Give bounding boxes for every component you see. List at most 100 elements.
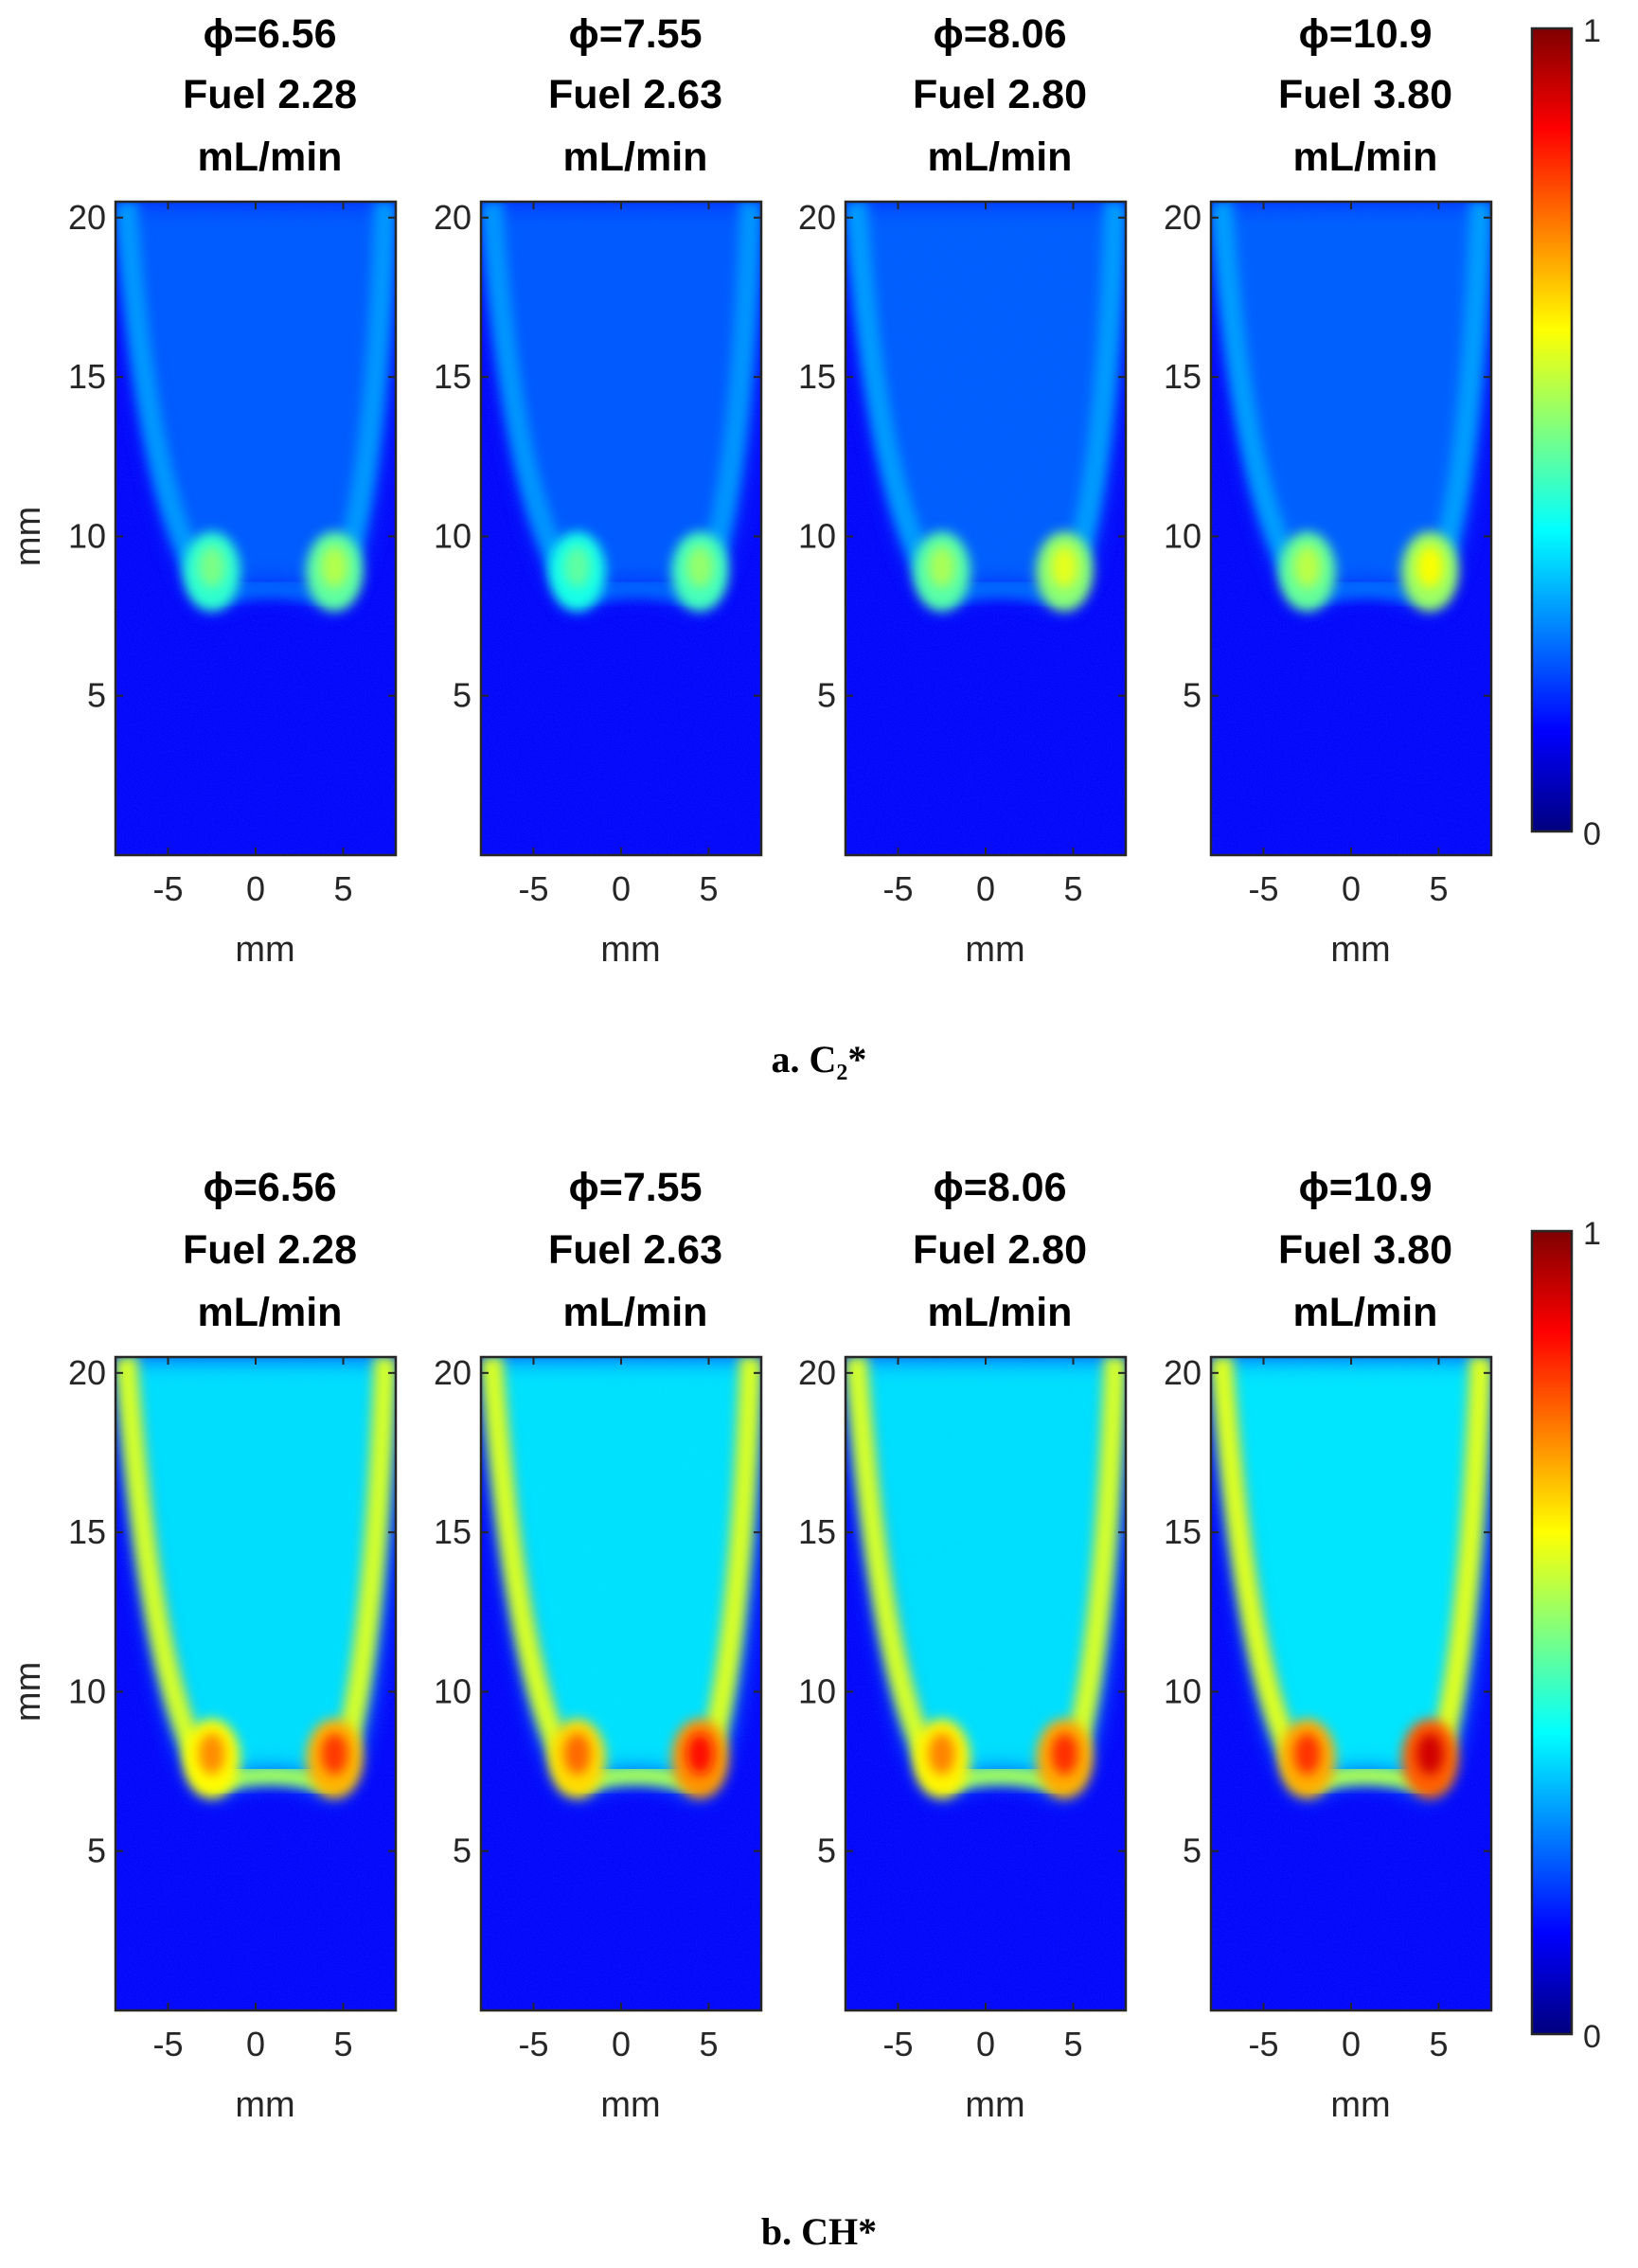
flame-lobe-left <box>1293 545 1321 588</box>
y-tick-label: 5 <box>817 676 836 715</box>
subplot-title-unit: mL/min <box>198 134 343 180</box>
y-tick-label: 15 <box>798 357 836 396</box>
heatmap-field <box>1211 202 1491 855</box>
flame-lobe-right <box>1416 545 1444 588</box>
flame-lobe-left <box>928 545 955 588</box>
subplot-a-3: ϕ=8.06 Fuel 2.80 mL/min 5 10 15 20 -5 0 5 mm <box>798 11 1128 970</box>
colorbar-min-label: 0 <box>1583 2019 1601 2055</box>
x-tick-label: 0 <box>1342 2025 1361 2063</box>
heatmap-a-4: 5 10 15 20 -5 0 5 mm <box>1164 198 1493 970</box>
heatmap-a-3: 5 10 15 20 -5 0 5 mm <box>798 198 1128 970</box>
y-tick-label: 5 <box>87 1831 106 1870</box>
y-tick-label: 5 <box>453 1831 472 1870</box>
x-tick-label: 0 <box>246 869 265 908</box>
y-tick-label: 10 <box>434 516 472 555</box>
x-axis-label: mm <box>965 930 1024 970</box>
y-tick-label: 15 <box>1164 357 1202 396</box>
subplot-b-4: ϕ=10.9 Fuel 3.80 mL/min 5 10 15 20 -5 0 5 mm <box>1164 1165 1493 2125</box>
heatmap-field <box>1211 1357 1491 2010</box>
y-tick-label: 20 <box>798 1353 836 1392</box>
flame-envelope <box>1213 1357 1490 1795</box>
flame-lobe-right <box>321 545 348 588</box>
x-tick-label: 0 <box>1342 869 1361 908</box>
heatmap-b-3: 5 10 15 20 -5 0 5 mm <box>798 1353 1128 2125</box>
subplot-title-fuel: Fuel 2.28 <box>183 72 357 117</box>
colorbar-gradient <box>1532 1231 1572 2034</box>
subplot-title-phi: ϕ=6.56 <box>203 11 336 57</box>
subplot-b-1: ϕ=6.56 Fuel 2.28 mL/min 5 10 15 20 -5 0 5 mm mm <box>9 1165 398 2125</box>
y-tick-label: 10 <box>798 516 836 555</box>
flame-lobe-left <box>198 545 225 588</box>
y-tick-label: 20 <box>68 198 106 237</box>
heatmap-a-1: 5 10 15 20 -5 0 5 mm mm <box>9 198 398 970</box>
y-tick-label: 5 <box>1183 1831 1202 1870</box>
y-tick-label: 20 <box>434 1353 472 1392</box>
flame-lobe-left <box>1293 1733 1321 1776</box>
subplot-title-unit: mL/min <box>1293 134 1438 180</box>
colorbar-frame <box>1530 1229 1574 2036</box>
flame-envelope <box>847 1357 1125 1795</box>
x-tick-label: 5 <box>1063 869 1082 908</box>
x-tick-label: 5 <box>699 869 718 908</box>
x-axis-label: mm <box>1330 930 1390 970</box>
y-tick-label: 5 <box>1183 676 1202 715</box>
panel-caption: a. C₂* <box>772 1038 867 1080</box>
flame-lobe-left <box>198 1733 225 1776</box>
colorbar-gradient <box>1532 28 1572 831</box>
flame-envelope <box>117 1357 395 1795</box>
flame-envelope <box>117 202 395 607</box>
y-tick-label: 5 <box>817 1831 836 1870</box>
heatmap-a-2: 5 10 15 20 -5 0 5 mm <box>434 198 763 970</box>
subplot-title-unit: mL/min <box>928 1290 1073 1335</box>
y-tick-label: 5 <box>453 676 472 715</box>
colorbar-min-label: 0 <box>1583 816 1601 852</box>
heatmap-field <box>846 1357 1126 2010</box>
colorbar-max-label: 1 <box>1583 1216 1601 1252</box>
y-tick-label: 15 <box>68 357 106 396</box>
subplot-title-phi: ϕ=8.06 <box>933 11 1066 57</box>
y-tick-label: 20 <box>434 198 472 237</box>
x-axis-label: mm <box>600 930 660 970</box>
subplot-title-phi: ϕ=10.9 <box>1298 1165 1432 1210</box>
x-tick-label: 5 <box>1429 869 1448 908</box>
y-tick-label: 15 <box>1164 1512 1202 1551</box>
y-tick-label: 10 <box>68 516 106 555</box>
panel-caption: b. CH* <box>761 2210 877 2253</box>
subplot-title-fuel: Fuel 2.80 <box>913 1227 1087 1273</box>
x-axis-label: mm <box>235 2085 294 2125</box>
flame-lobe-right <box>1051 545 1078 588</box>
x-tick-label: 0 <box>246 2025 265 2063</box>
y-tick-label: 5 <box>87 676 106 715</box>
subplot-a-2: ϕ=7.55 Fuel 2.63 mL/min 5 10 15 20 -5 0 5 mm <box>434 11 763 970</box>
flame-lobe-right <box>1051 1733 1078 1776</box>
x-axis-label: mm <box>600 2085 660 2125</box>
y-tick-label: 10 <box>798 1671 836 1710</box>
x-tick-label: 0 <box>612 2025 631 2063</box>
x-tick-label: 5 <box>333 869 352 908</box>
subplot-title-fuel: Fuel 2.80 <box>913 72 1087 117</box>
subplot-title-fuel: Fuel 3.80 <box>1278 1227 1452 1273</box>
y-tick-label: 20 <box>68 1353 106 1392</box>
flame-lobe-right <box>1416 1733 1444 1776</box>
x-axis-label: mm <box>965 2085 1024 2125</box>
y-tick-label: 10 <box>1164 1671 1202 1710</box>
x-tick-label: -5 <box>882 869 913 908</box>
heatmap-b-1: 5 10 15 20 -5 0 5 mm mm <box>9 1353 398 2125</box>
subplot-title-fuel: Fuel 2.28 <box>183 1227 357 1273</box>
flame-lobe-right <box>686 545 714 588</box>
x-tick-label: -5 <box>1248 869 1278 908</box>
x-tick-label: -5 <box>1248 2025 1278 2063</box>
flame-lobe-right <box>321 1733 348 1776</box>
subplot-title-fuel: Fuel 2.63 <box>548 1227 722 1273</box>
subplot-title-phi: ϕ=8.06 <box>933 1165 1066 1210</box>
flame-lobe-left <box>563 545 591 588</box>
flame-lobe-left <box>563 1733 591 1776</box>
subplot-title-fuel: Fuel 3.80 <box>1278 72 1452 117</box>
x-tick-label: -5 <box>518 2025 548 2063</box>
subplot-title-fuel: Fuel 2.63 <box>548 72 722 117</box>
subplot-title-unit: mL/min <box>928 134 1073 180</box>
heatmap-field <box>481 202 761 855</box>
